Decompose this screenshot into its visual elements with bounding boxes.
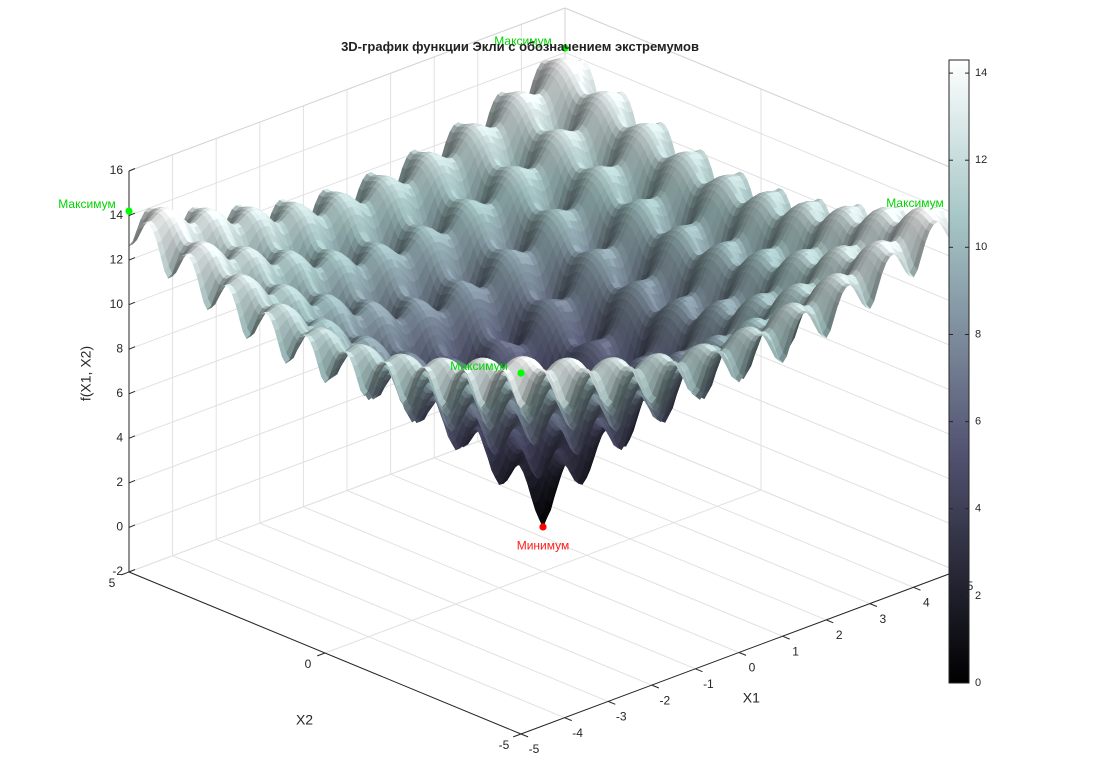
ackley-figure: -5-4-3-2-1012345-505-20246810121416X1X2f…: [0, 0, 1094, 767]
